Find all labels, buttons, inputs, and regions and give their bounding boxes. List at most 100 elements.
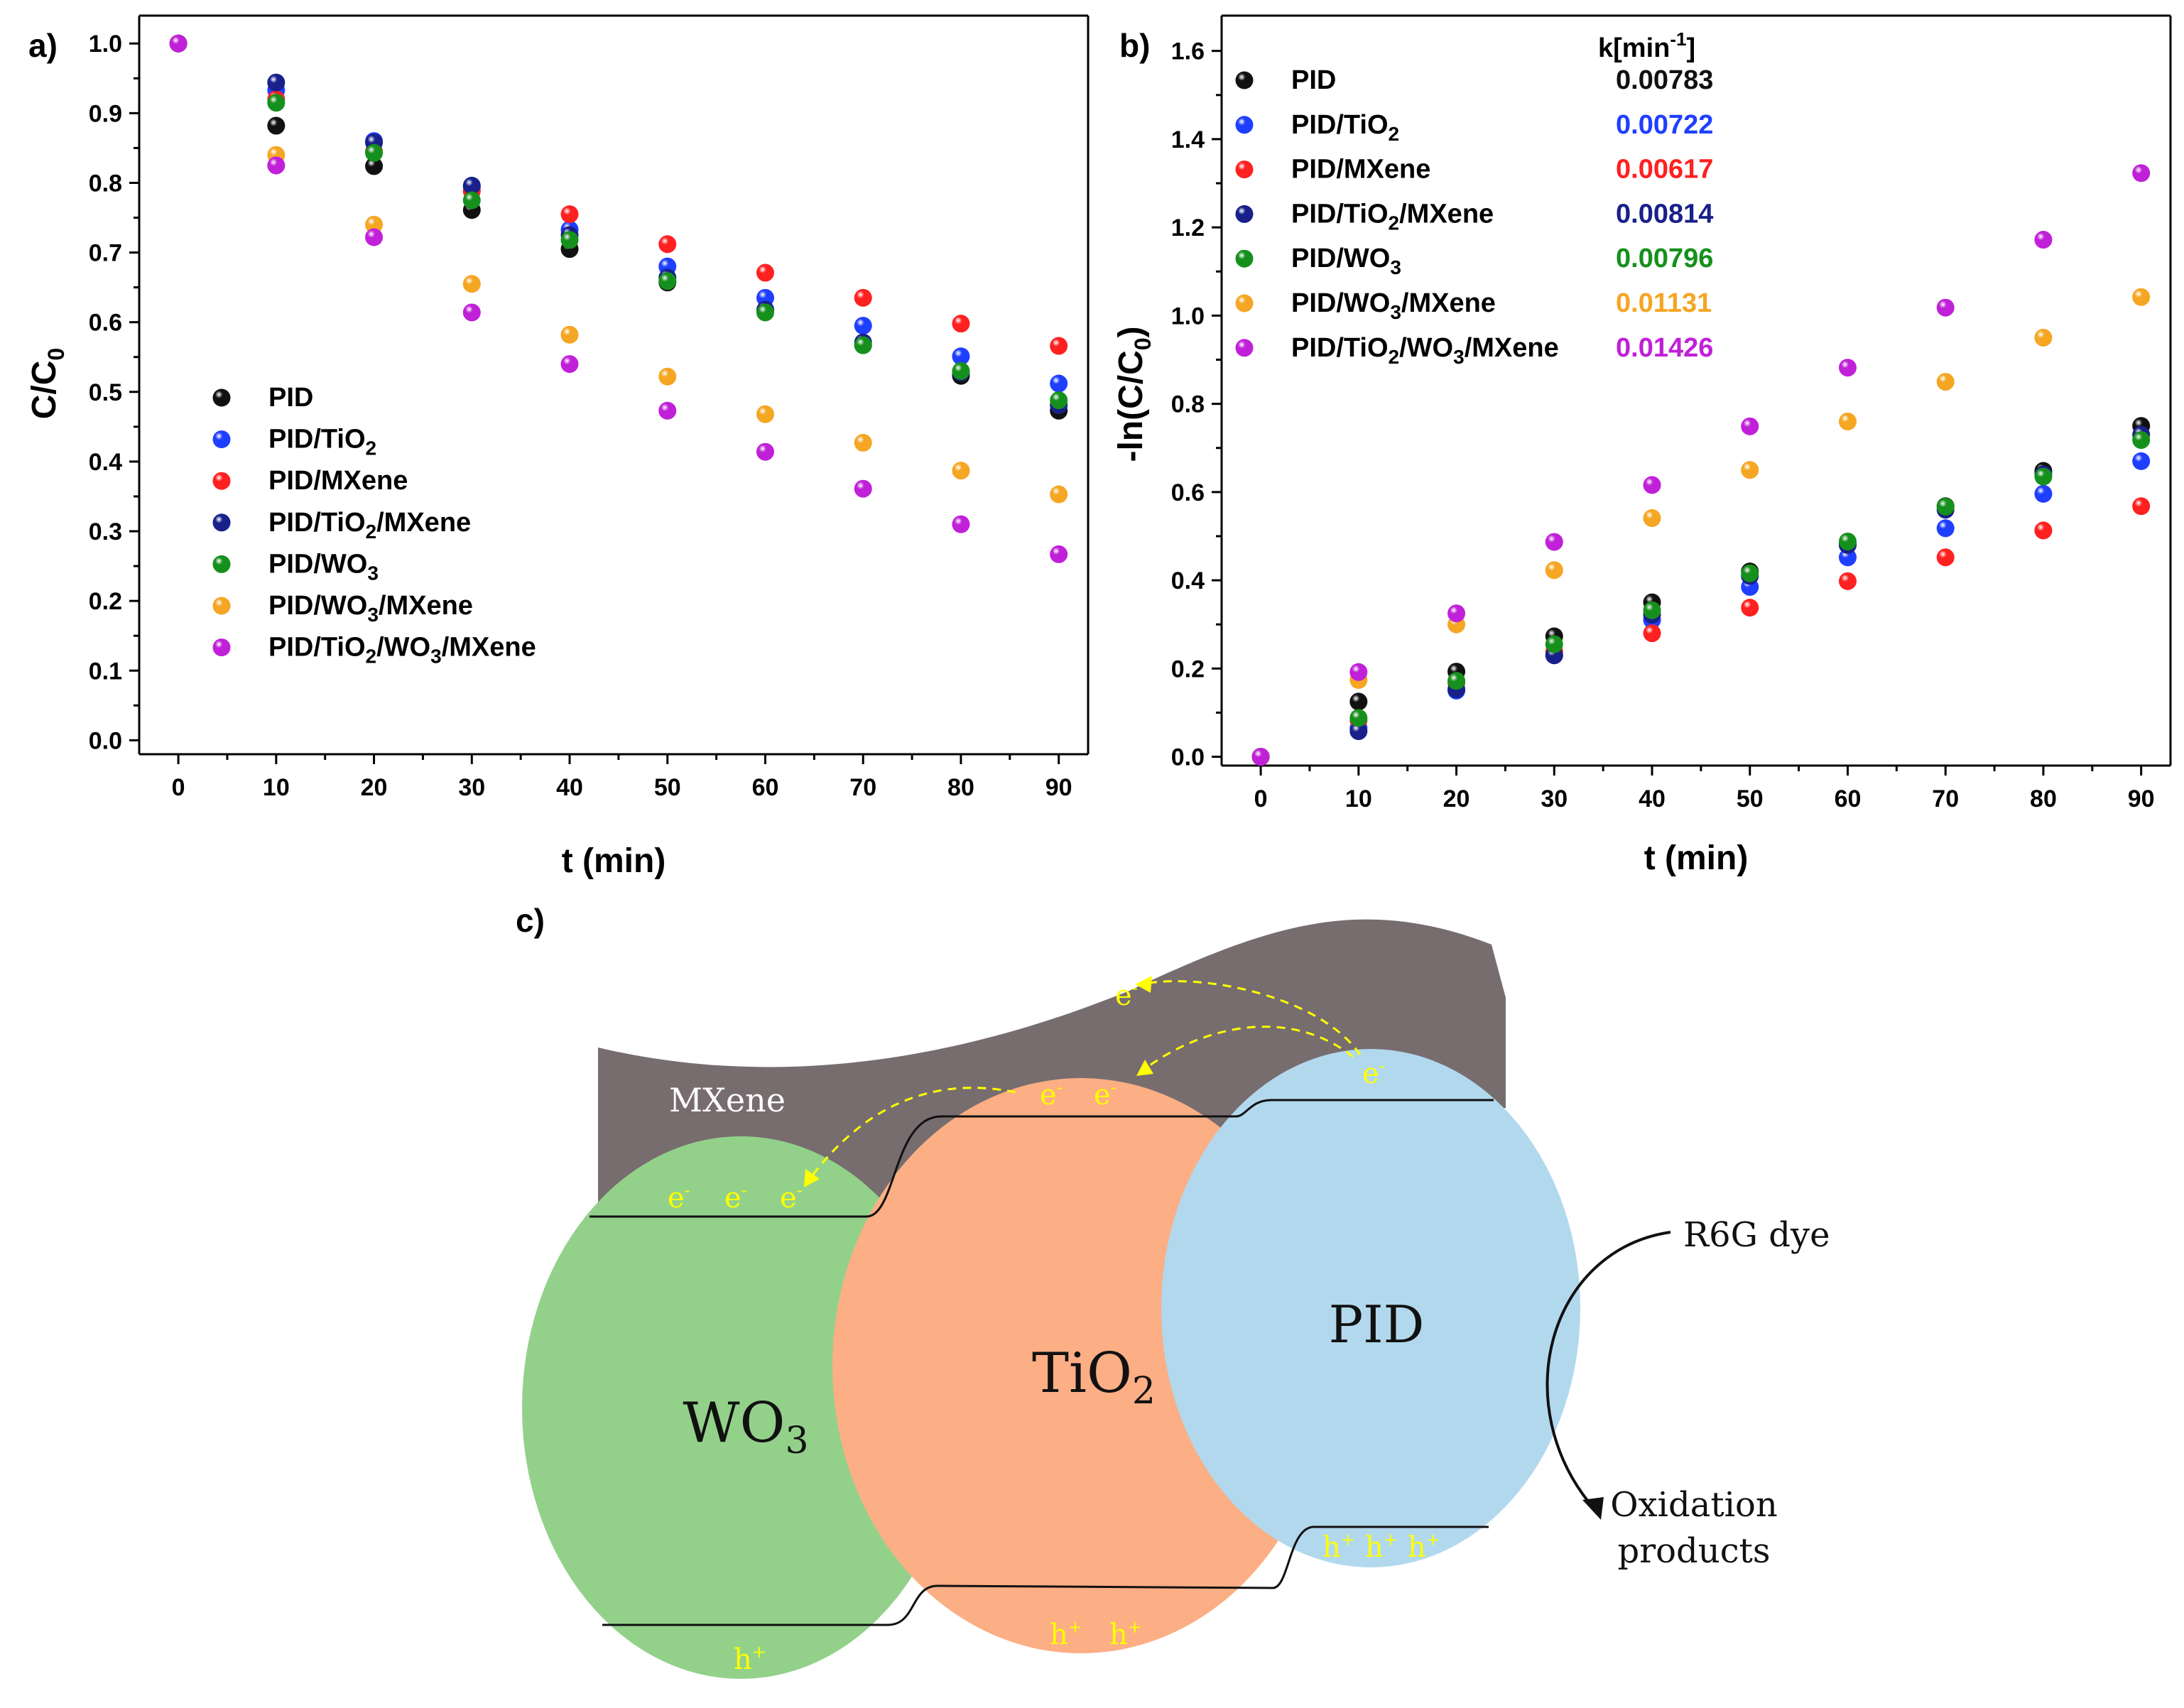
point-pid-wo3-mxene	[658, 367, 677, 386]
point-pid-wo3	[2034, 467, 2053, 486]
point-pid-wo3	[1349, 709, 1368, 727]
k-value-pid-mxene: 0.00617	[1616, 155, 1713, 185]
point-pid-tio2	[2034, 484, 2053, 503]
dye-oxidation-arrowhead	[1582, 1497, 1604, 1520]
x-tick-label: 90	[2128, 785, 2155, 812]
point-pid-mxene	[1838, 572, 1857, 590]
point-pid-tio2-wo3-mxene	[2132, 164, 2151, 183]
y-tick-label: 0.3	[89, 518, 122, 545]
chart-a-points	[169, 34, 1068, 563]
legend-marker-pid-wo3	[212, 555, 231, 573]
x-tick-label: 30	[458, 774, 485, 801]
point-pid-wo3	[365, 143, 384, 162]
y-tick-label: 0.5	[89, 379, 122, 406]
point-pid-wo3	[1447, 672, 1466, 690]
point-pid-wo3	[658, 272, 677, 290]
point-pid-wo3-mxene	[2034, 328, 2053, 347]
electron-wo3-1: e-	[668, 1180, 690, 1214]
legend-label-pid-wo3-mxene: PID/WO3/MXene	[268, 591, 473, 626]
legend-label-pid: PID	[1291, 65, 1336, 95]
electron-tio2-2: e-	[1094, 1077, 1117, 1111]
point-pid-tio2-wo3-mxene	[1643, 476, 1661, 494]
point-pid-tio2-wo3-mxene	[1349, 663, 1368, 681]
panel-a-label: a)	[28, 27, 58, 64]
point-pid-mxene	[1643, 624, 1661, 643]
point-pid-tio2	[1936, 519, 1955, 538]
chart-b-points	[1251, 164, 2151, 766]
x-tick-label: 10	[1345, 785, 1372, 812]
x-tick-label: 20	[1443, 785, 1470, 812]
legend-marker-pid-tio2-wo3-mxene	[1235, 339, 1254, 357]
point-pid-mxene	[560, 205, 579, 224]
legend-marker-pid-tio2-mxene	[1235, 205, 1254, 223]
tio2-label: TiO2	[1032, 1342, 1156, 1413]
y-tick-label: 0.2	[1171, 656, 1205, 682]
legend-marker-pid	[212, 388, 231, 407]
point-pid-wo3	[1838, 532, 1857, 550]
electron-wo3-2: e-	[724, 1180, 747, 1214]
point-pid-mxene	[2132, 497, 2151, 516]
chart-b-y-title: -ln(C/C0)	[1112, 326, 1156, 462]
point-pid-wo3-mxene	[854, 433, 872, 452]
point-pid-tio2-wo3-mxene	[365, 228, 384, 246]
point-pid-wo3-mxene	[1050, 485, 1068, 504]
legend-label-pid-tio2: PID/TiO2	[268, 425, 376, 459]
point-pid-wo3-mxene	[1838, 412, 1857, 430]
diagram-c: c) MXene e- e- e- e- e- e- e- h+ h+	[516, 902, 1830, 1679]
point-pid-tio2-wo3-mxene	[1838, 359, 1857, 377]
valence-band-line	[602, 1525, 1489, 1626]
x-tick-label: 40	[556, 774, 583, 801]
chart-a-legend: PID PID/TiO2 PID/MXene PID/TiO2/MXene PID/WO…	[212, 383, 536, 668]
point-pid-wo3-mxene	[1643, 509, 1661, 528]
legend-label-pid-tio2: PID/TiO2	[1291, 110, 1399, 145]
point-pid-wo3	[1936, 497, 1955, 516]
legend-label-pid-mxene: PID/MXene	[1291, 155, 1430, 185]
legend-marker-pid-wo3-mxene	[1235, 294, 1254, 312]
k-header: k[min-1]	[1598, 28, 1695, 63]
y-tick-label: 0.7	[89, 240, 122, 267]
arrowhead-tio2	[1136, 1060, 1153, 1076]
chart-a-x-title: t (min)	[562, 842, 666, 880]
x-tick-label: 50	[1737, 785, 1764, 812]
dye-oxidation-arrow	[1545, 1231, 1671, 1511]
point-pid-wo3	[1050, 391, 1068, 410]
products-label-line2: products	[1617, 1531, 1770, 1571]
legend-label-pid-mxene: PID/MXene	[268, 466, 408, 496]
panel-c-label: c)	[516, 902, 545, 939]
x-tick-label: 40	[1639, 785, 1666, 812]
point-pid-mxene	[2034, 521, 2053, 540]
point-pid-tio2-wo3-mxene	[169, 34, 188, 53]
hole-tio2-1: h+	[1050, 1617, 1082, 1651]
x-tick-label: 70	[1932, 785, 1959, 812]
x-tick-label: 0	[172, 774, 185, 801]
legend-marker-pid-wo3-mxene	[212, 597, 231, 615]
legend-label-pid-wo3: PID/WO3	[1291, 244, 1401, 278]
point-pid-wo3-mxene	[560, 325, 579, 344]
point-pid-tio2	[854, 317, 872, 335]
pid-particle	[1161, 1049, 1580, 1567]
point-pid	[267, 116, 286, 135]
y-tick-label: 0.6	[89, 310, 122, 337]
legend-marker-pid-tio2-wo3-mxene	[212, 638, 231, 657]
point-pid-tio2	[1050, 374, 1068, 393]
y-tick-label: 0.0	[1171, 744, 1205, 771]
y-tick-label: 1.2	[1171, 214, 1205, 241]
wo3-label: WO3	[683, 1391, 808, 1462]
y-tick-label: 0.2	[89, 588, 122, 615]
point-pid-tio2	[1838, 548, 1857, 567]
chart-a-ticks: 0 10 20 30 40 50 60 70 80 90 0.0 0.1 0.2 0.3 0.4 0.5 0.6…	[89, 31, 1072, 801]
x-tick-label: 80	[947, 774, 974, 801]
arrowhead-wo3	[804, 1169, 820, 1187]
y-tick-label: 0.4	[1171, 567, 1205, 594]
point-pid-tio2-wo3-mxene	[952, 515, 970, 533]
point-pid-mxene	[1050, 337, 1068, 355]
k-value-pid-wo3: 0.00796	[1616, 244, 1713, 273]
k-value-pid-tio2: 0.00722	[1616, 110, 1713, 140]
electron-mxene: e-	[1115, 978, 1138, 1012]
y-tick-label: 0.6	[1171, 479, 1205, 506]
k-value-pid-tio2-wo3-mxene: 0.01426	[1616, 333, 1713, 363]
hole-pid-3: h+	[1408, 1530, 1440, 1564]
point-pid-wo3-mxene	[1545, 561, 1563, 580]
products-label-line1: Oxidation	[1610, 1485, 1778, 1525]
